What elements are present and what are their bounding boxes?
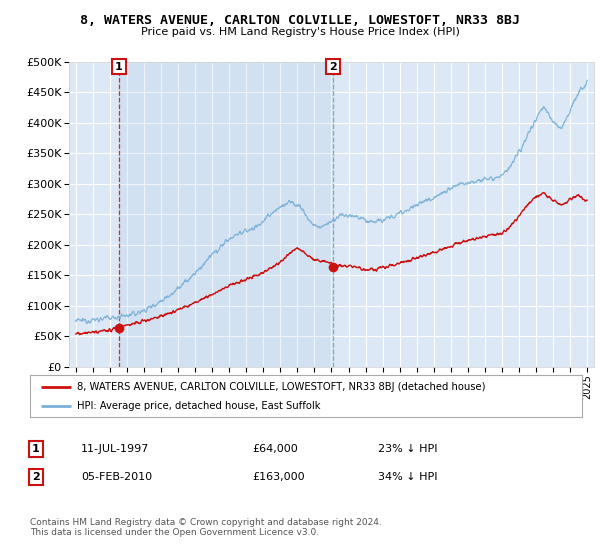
Text: HPI: Average price, detached house, East Suffolk: HPI: Average price, detached house, East… [77, 401, 320, 411]
Text: 1: 1 [32, 444, 40, 454]
Text: 1: 1 [115, 62, 123, 72]
Text: 2: 2 [329, 62, 337, 72]
Text: £163,000: £163,000 [252, 472, 305, 482]
Text: 23% ↓ HPI: 23% ↓ HPI [378, 444, 437, 454]
Text: 11-JUL-1997: 11-JUL-1997 [81, 444, 149, 454]
Text: 8, WATERS AVENUE, CARLTON COLVILLE, LOWESTOFT, NR33 8BJ (detached house): 8, WATERS AVENUE, CARLTON COLVILLE, LOWE… [77, 381, 485, 391]
Text: 05-FEB-2010: 05-FEB-2010 [81, 472, 152, 482]
Text: £64,000: £64,000 [252, 444, 298, 454]
Text: 2: 2 [32, 472, 40, 482]
Text: 8, WATERS AVENUE, CARLTON COLVILLE, LOWESTOFT, NR33 8BJ: 8, WATERS AVENUE, CARLTON COLVILLE, LOWE… [80, 14, 520, 27]
Text: Contains HM Land Registry data © Crown copyright and database right 2024.
This d: Contains HM Land Registry data © Crown c… [30, 518, 382, 538]
Text: Price paid vs. HM Land Registry's House Price Index (HPI): Price paid vs. HM Land Registry's House … [140, 27, 460, 37]
Bar [119, 62, 333, 367]
Text: 34% ↓ HPI: 34% ↓ HPI [378, 472, 437, 482]
